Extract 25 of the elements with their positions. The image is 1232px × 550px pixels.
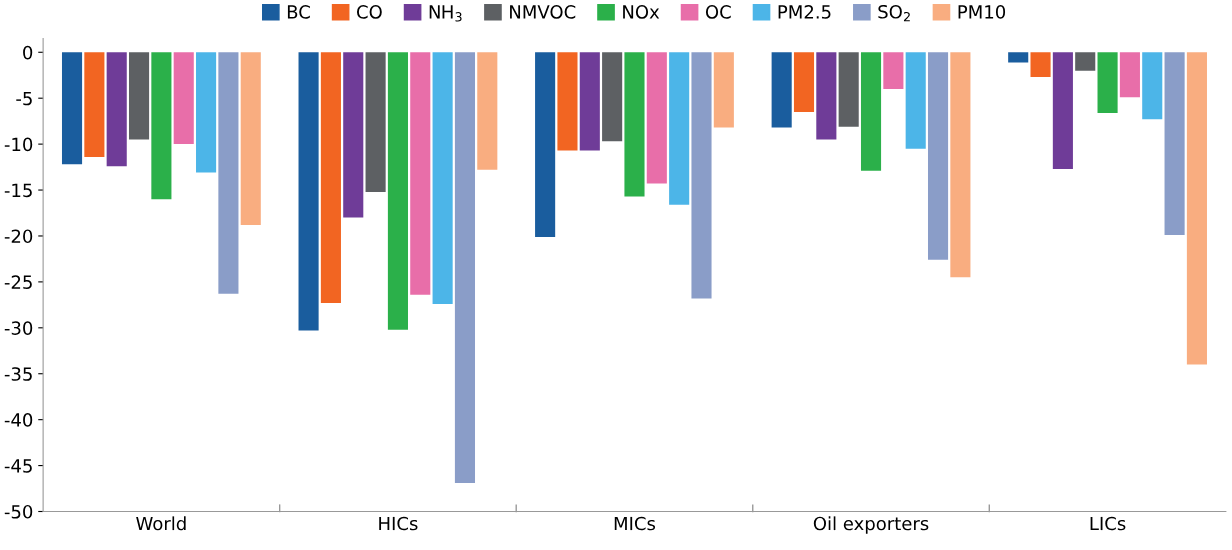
y-tick-label: -20 <box>4 229 33 244</box>
y-tick-label: -45 <box>4 459 32 473</box>
x-tick-label: MICs <box>614 516 656 531</box>
legend-label: SO$_{2}$ <box>878 4 910 22</box>
y-tick-label: -40 <box>4 413 33 427</box>
y-tick-label: -50 <box>4 504 33 519</box>
y-tick-label: -5 <box>16 91 32 106</box>
y-tick-label: -35 <box>4 367 32 381</box>
legend-label: NOx <box>623 5 660 19</box>
legend-label: CO <box>357 5 382 19</box>
x-tick-label: Oil exporters <box>813 516 929 534</box>
y-tick-label: -25 <box>4 275 32 289</box>
legend-label: OC <box>705 5 731 19</box>
x-tick-label: LICs <box>1090 516 1126 531</box>
legend-label: PM2.5 <box>778 5 831 19</box>
y-tick-label: -10 <box>4 137 33 152</box>
legend-label: NH$_{3}$ <box>429 5 462 22</box>
legend-label: BC <box>287 5 310 19</box>
y-tick-label: 0 <box>23 45 33 60</box>
x-tick-label: HICs <box>379 516 418 531</box>
y-tick-label: -30 <box>4 321 33 335</box>
legend-label: PM10 <box>958 5 1006 19</box>
x-tick-label: World <box>136 516 186 531</box>
y-tick-label: -15 <box>4 183 32 198</box>
legend-label: NMVOC <box>510 5 576 19</box>
